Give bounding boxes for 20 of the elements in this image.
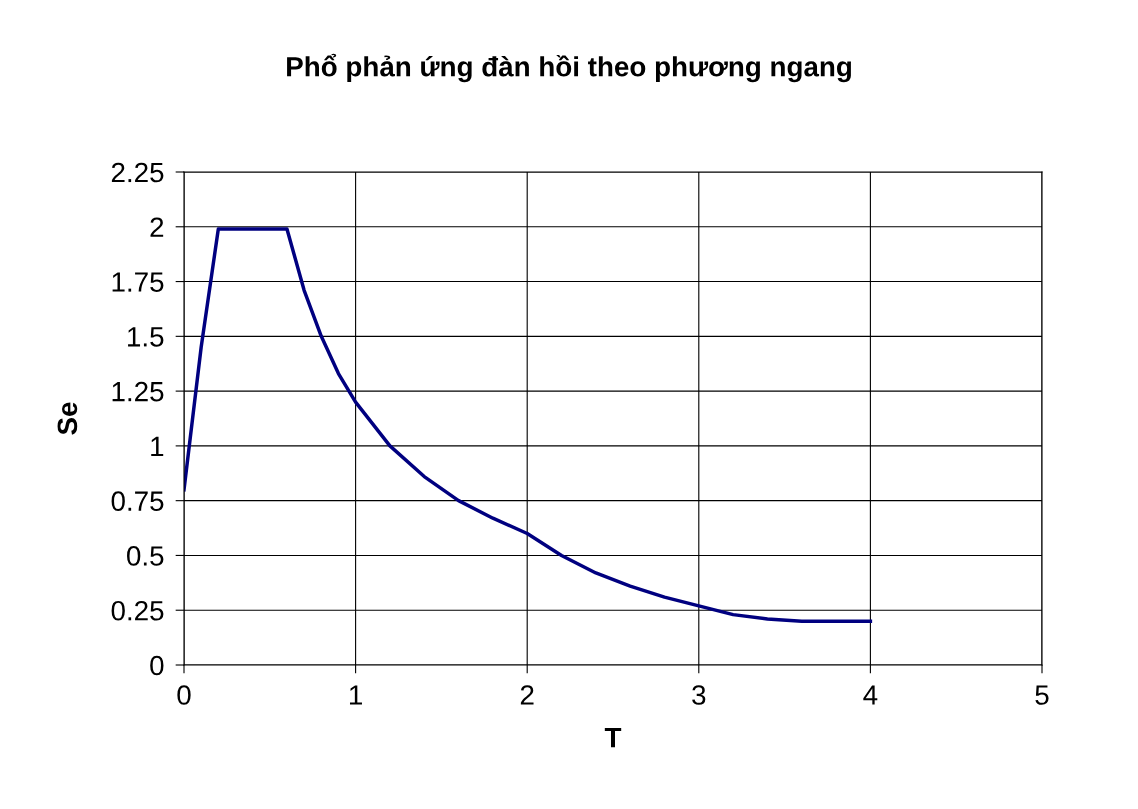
y-tick-label: 1.5	[128, 327, 164, 347]
x-axis-title: T	[604, 728, 622, 748]
y-tick-label: 2.25	[111, 162, 164, 183]
y-tick-label: 2	[150, 217, 164, 237]
y-tick-label: 1.25	[112, 381, 164, 402]
y-axis-title: Se	[57, 402, 78, 435]
x-tick-label: 0	[177, 685, 191, 705]
x-tick-label: 5	[1035, 685, 1049, 705]
x-tick-label: 2	[520, 685, 534, 705]
x-tick-label: 4	[863, 685, 878, 705]
x-tick-label: 3	[692, 685, 706, 705]
y-tick-label: 1	[151, 436, 164, 456]
x-tick-label: 1	[349, 685, 362, 705]
y-tick-label: 0.75	[111, 491, 164, 512]
y-tick-label: 1.75	[112, 272, 164, 292]
y-tick-label: 0	[150, 655, 164, 676]
y-tick-label: 0.25	[111, 600, 164, 621]
chart-title: Phổ phản ứng đàn hồi theo phương ngang	[287, 53, 851, 83]
y-tick-label: 0.5	[127, 546, 164, 566]
line-series	[184, 227, 873, 623]
